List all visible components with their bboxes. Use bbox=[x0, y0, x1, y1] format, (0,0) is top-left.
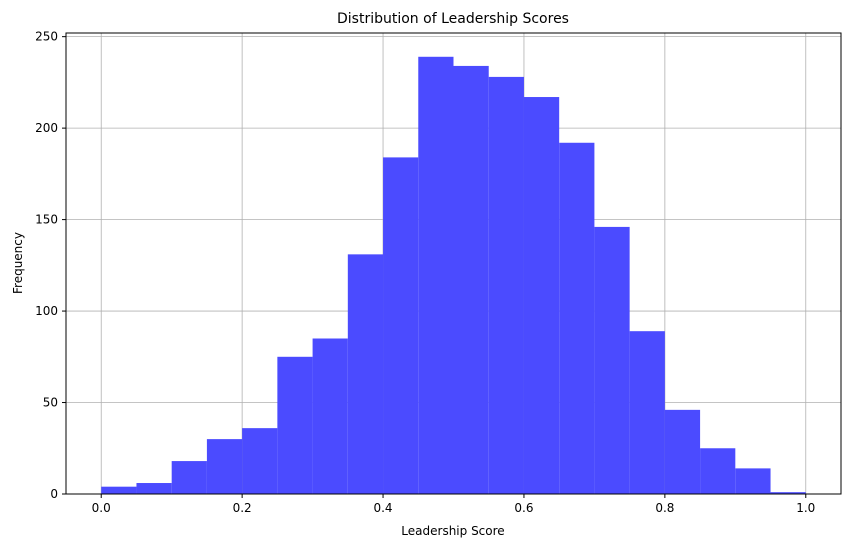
plot-frame bbox=[65, 32, 842, 495]
x-tick-label-3: 0.6 bbox=[514, 501, 533, 515]
histogram-bar-0 bbox=[101, 486, 137, 494]
x-tick-label-5: 1.0 bbox=[796, 501, 815, 515]
histogram-bar-9 bbox=[418, 56, 454, 495]
histogram-bar-14 bbox=[594, 226, 630, 494]
histogram-bar-13 bbox=[559, 142, 595, 494]
histogram-bar-16 bbox=[664, 409, 701, 494]
histogram-bar-18 bbox=[735, 468, 771, 494]
y-tick-label-1: 50 bbox=[43, 396, 58, 410]
x-tick-label-1: 0.2 bbox=[233, 501, 252, 515]
x-tick-label-0: 0.0 bbox=[92, 501, 111, 515]
y-tick-label-0: 0 bbox=[50, 487, 58, 501]
histogram-bar-19 bbox=[770, 492, 806, 494]
x-tick-label-2: 0.4 bbox=[373, 501, 392, 515]
histogram-bar-10 bbox=[453, 65, 489, 494]
y-axis-label: Frequency bbox=[11, 232, 25, 294]
chart-title: Distribution of Leadership Scores bbox=[337, 11, 569, 27]
histogram-bar-11 bbox=[488, 76, 524, 495]
y-tick-label-3: 150 bbox=[35, 213, 58, 227]
histogram-bar-17 bbox=[700, 448, 736, 494]
x-tick-label-4: 0.8 bbox=[655, 501, 674, 515]
histogram-bar-12 bbox=[523, 97, 560, 495]
y-tick-label-4: 200 bbox=[35, 121, 58, 135]
y-tick-label-5: 250 bbox=[35, 30, 58, 44]
histogram-bar-1 bbox=[136, 483, 172, 494]
histogram-bar-4 bbox=[242, 428, 278, 494]
x-axis-ticks: 0.0 0.2 0.4 0.6 0.8 1.0 bbox=[92, 494, 815, 515]
bars bbox=[101, 56, 806, 495]
histogram-bar-2 bbox=[171, 461, 207, 494]
histogram-bar-3 bbox=[206, 439, 243, 494]
histogram-bar-7 bbox=[347, 254, 384, 494]
histogram-bar-6 bbox=[312, 338, 348, 494]
y-tick-label-2: 100 bbox=[35, 304, 58, 318]
histogram-bar-8 bbox=[383, 157, 419, 494]
y-axis-ticks: 0 50 100 150 200 250 bbox=[35, 30, 66, 501]
x-axis-label: Leadership Score bbox=[401, 524, 504, 538]
histogram-bar-5 bbox=[277, 356, 313, 494]
histogram-bar-15 bbox=[629, 331, 665, 494]
